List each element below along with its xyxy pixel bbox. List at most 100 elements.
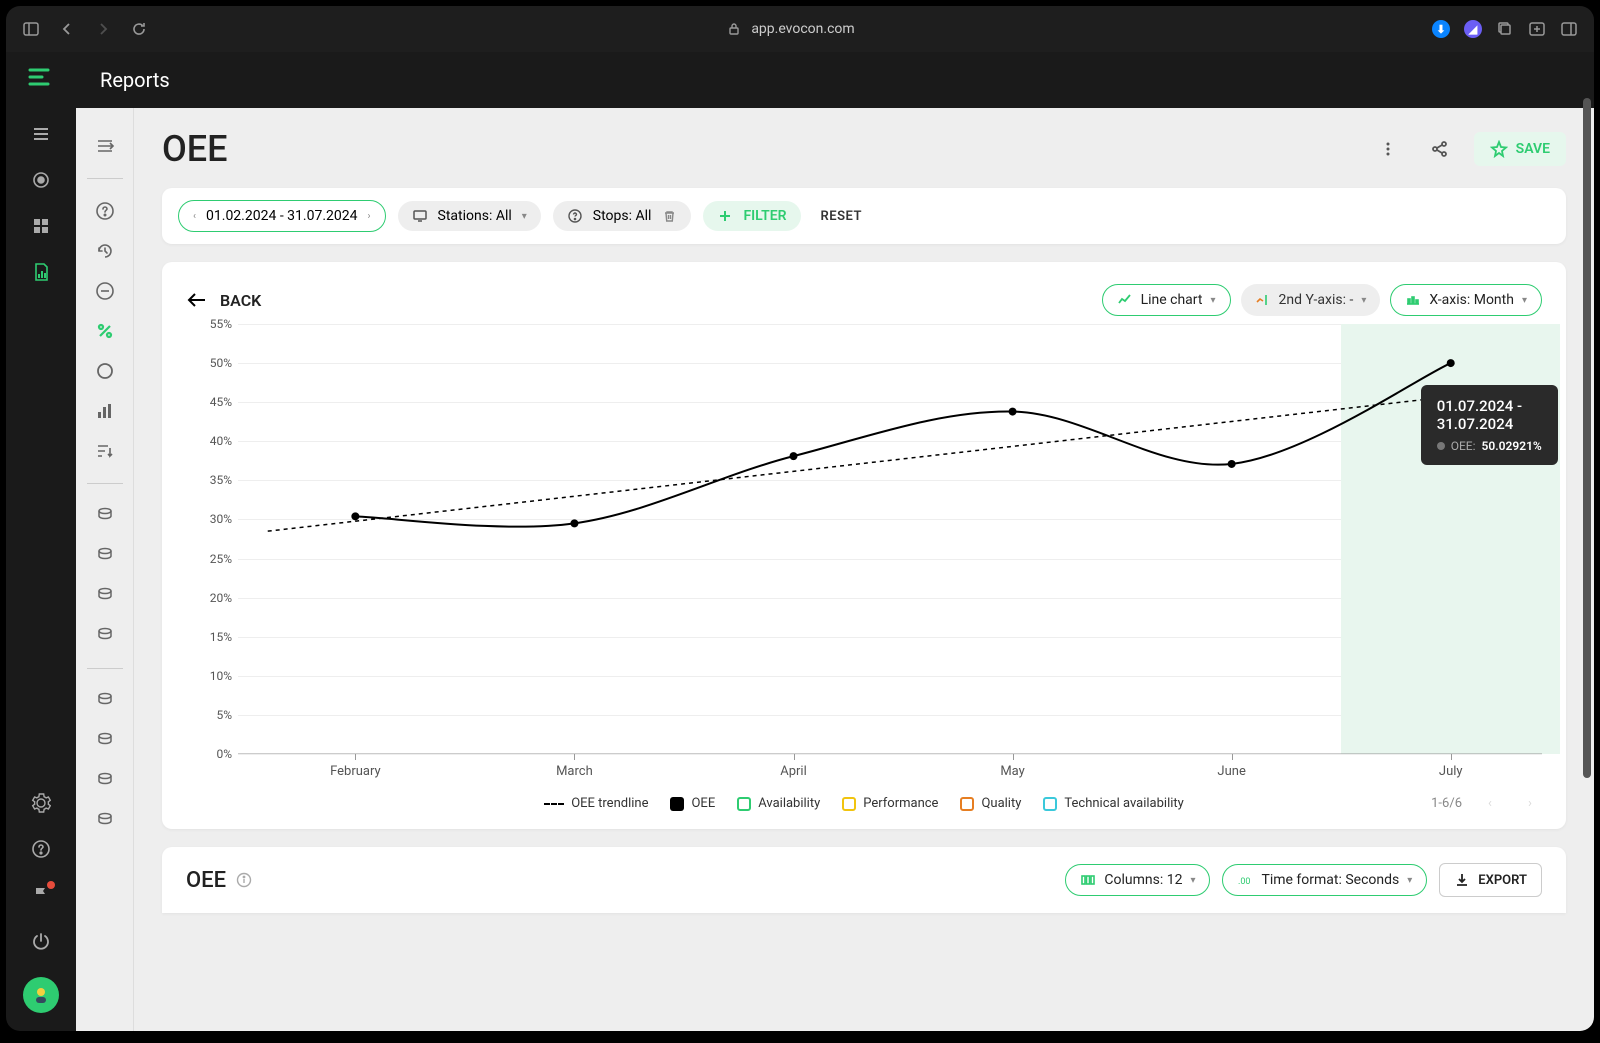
forward-nav-icon[interactable] [94, 20, 112, 38]
back-label: BACK [220, 291, 261, 310]
stations-pill[interactable]: Stations: All ▾ [398, 201, 541, 231]
columns-pill[interactable]: Columns: 12 ▾ [1065, 864, 1210, 896]
legend-item[interactable]: Availability [737, 796, 820, 811]
back-button[interactable]: BACK [186, 291, 261, 310]
x-axis-pill[interactable]: X-axis: Month ▾ [1390, 284, 1542, 316]
nav-dashboard-icon[interactable] [21, 206, 61, 246]
second-y-axis-label: 2nd Y-axis: - [1279, 292, 1354, 308]
sec-collapse-icon[interactable] [87, 128, 123, 164]
browser-chrome: app.evocon.com ⬇ ◢ [6, 6, 1594, 52]
sec-percent-icon[interactable] [87, 313, 123, 349]
date-range-pill[interactable]: ‹ 01.02.2024 - 31.07.2024 › [178, 200, 386, 232]
lock-icon [725, 20, 743, 38]
data-point[interactable] [790, 452, 798, 460]
nav-record-icon[interactable] [21, 160, 61, 200]
chart-card: BACK Line chart ▾ 2nd Y-axis: - [162, 262, 1566, 829]
filter-btn-label: FILTER [743, 208, 786, 224]
trash-icon[interactable] [661, 208, 677, 224]
help-small-icon [567, 208, 583, 224]
secondary-sidebar [76, 108, 134, 1031]
more-menu-icon[interactable] [1370, 131, 1406, 167]
tabs-icon[interactable] [1560, 20, 1578, 38]
legend-item[interactable]: Performance [842, 796, 938, 811]
share-icon[interactable] [1422, 131, 1458, 167]
x-axis-label: X-axis: Month [1429, 292, 1514, 308]
x-axis: FebruaryMarchAprilMayJuneJuly [238, 760, 1542, 784]
second-y-axis-pill[interactable]: 2nd Y-axis: - ▾ [1241, 284, 1381, 316]
grid-line [238, 754, 1542, 755]
chart-type-pill[interactable]: Line chart ▾ [1102, 284, 1231, 316]
export-button[interactable]: EXPORT [1439, 863, 1542, 897]
x-tick-label: February [330, 764, 381, 779]
columns-label: Columns: 12 [1104, 872, 1182, 888]
legend-label: Quality [981, 796, 1021, 811]
sec-help-icon[interactable] [87, 193, 123, 229]
sec-db3-icon[interactable] [87, 578, 123, 614]
legend-label: Technical availability [1064, 796, 1183, 811]
sec-db7-icon[interactable] [87, 763, 123, 799]
sec-db2-icon[interactable] [87, 538, 123, 574]
sec-history-icon[interactable] [87, 233, 123, 269]
sec-circle-icon[interactable] [87, 353, 123, 389]
scrollbar-track[interactable] [1582, 98, 1592, 1025]
legend-pager: 1-6/6 ‹ › [1431, 792, 1542, 816]
left-rail [6, 52, 76, 1031]
legend-item[interactable]: Technical availability [1043, 796, 1183, 811]
sec-db6-icon[interactable] [87, 723, 123, 759]
sec-db1-icon[interactable] [87, 498, 123, 534]
legend-item[interactable]: Quality [960, 796, 1021, 811]
nav-reports-icon[interactable] [21, 252, 61, 292]
data-point[interactable] [570, 519, 578, 527]
svg-text:.00: .00 [1238, 877, 1251, 887]
legend-label: OEE trendline [571, 796, 648, 811]
copy-icon[interactable] [1496, 20, 1514, 38]
scrollbar-thumb[interactable] [1583, 98, 1591, 778]
pager-prev-icon[interactable]: ‹ [1478, 792, 1502, 816]
user-avatar[interactable] [23, 977, 59, 1013]
x-tick-label: June [1217, 764, 1245, 779]
plus-tab-icon[interactable] [1528, 20, 1546, 38]
trendline [268, 387, 1539, 532]
legend-item[interactable]: OEE trendline [544, 796, 648, 811]
extension-badge-2[interactable]: ◢ [1464, 20, 1482, 38]
back-nav-icon[interactable] [58, 20, 76, 38]
pager-next-icon[interactable]: › [1518, 792, 1542, 816]
notification-dot [47, 881, 55, 889]
chevron-left-icon[interactable]: ‹ [193, 211, 196, 222]
stops-pill[interactable]: Stops: All [553, 201, 692, 231]
data-point[interactable] [1009, 408, 1017, 416]
nav-list-icon[interactable] [21, 114, 61, 154]
save-button[interactable]: SAVE [1474, 132, 1566, 166]
sec-bars-icon[interactable] [87, 393, 123, 429]
nav-flag-icon[interactable] [21, 875, 61, 915]
url-text[interactable]: app.evocon.com [751, 21, 854, 37]
nav-settings-icon[interactable] [21, 783, 61, 823]
nav-power-icon[interactable] [21, 921, 61, 961]
extension-badge-1[interactable]: ⬇ [1432, 20, 1450, 38]
reload-icon[interactable] [130, 20, 148, 38]
top-header: Reports [76, 52, 1594, 108]
add-filter-button[interactable]: FILTER [703, 201, 800, 231]
export-label: EXPORT [1478, 873, 1527, 888]
sec-sort-icon[interactable] [87, 433, 123, 469]
reset-button[interactable]: RESET [813, 209, 870, 224]
data-point[interactable] [1447, 359, 1455, 367]
sec-remove-icon[interactable] [87, 273, 123, 309]
time-format-label: Time format: Seconds [1261, 872, 1399, 888]
sec-db8-icon[interactable] [87, 803, 123, 839]
nav-help-icon[interactable] [21, 829, 61, 869]
time-format-pill[interactable]: .00 Time format: Seconds ▾ [1222, 864, 1427, 896]
data-point[interactable] [1228, 460, 1236, 468]
legend-label: Performance [863, 796, 938, 811]
legend-swatch-dash [544, 803, 564, 805]
app-logo[interactable] [28, 66, 54, 88]
info-icon[interactable] [236, 872, 252, 888]
sidebar-toggle-icon[interactable] [22, 20, 40, 38]
sec-db5-icon[interactable] [87, 683, 123, 719]
chevron-right-icon[interactable]: › [368, 211, 371, 222]
legend-item[interactable]: OEE [670, 796, 715, 811]
data-point[interactable] [351, 512, 359, 520]
chart-svg [198, 324, 1542, 754]
sec-db4-icon[interactable] [87, 618, 123, 654]
legend-swatch [842, 797, 856, 811]
